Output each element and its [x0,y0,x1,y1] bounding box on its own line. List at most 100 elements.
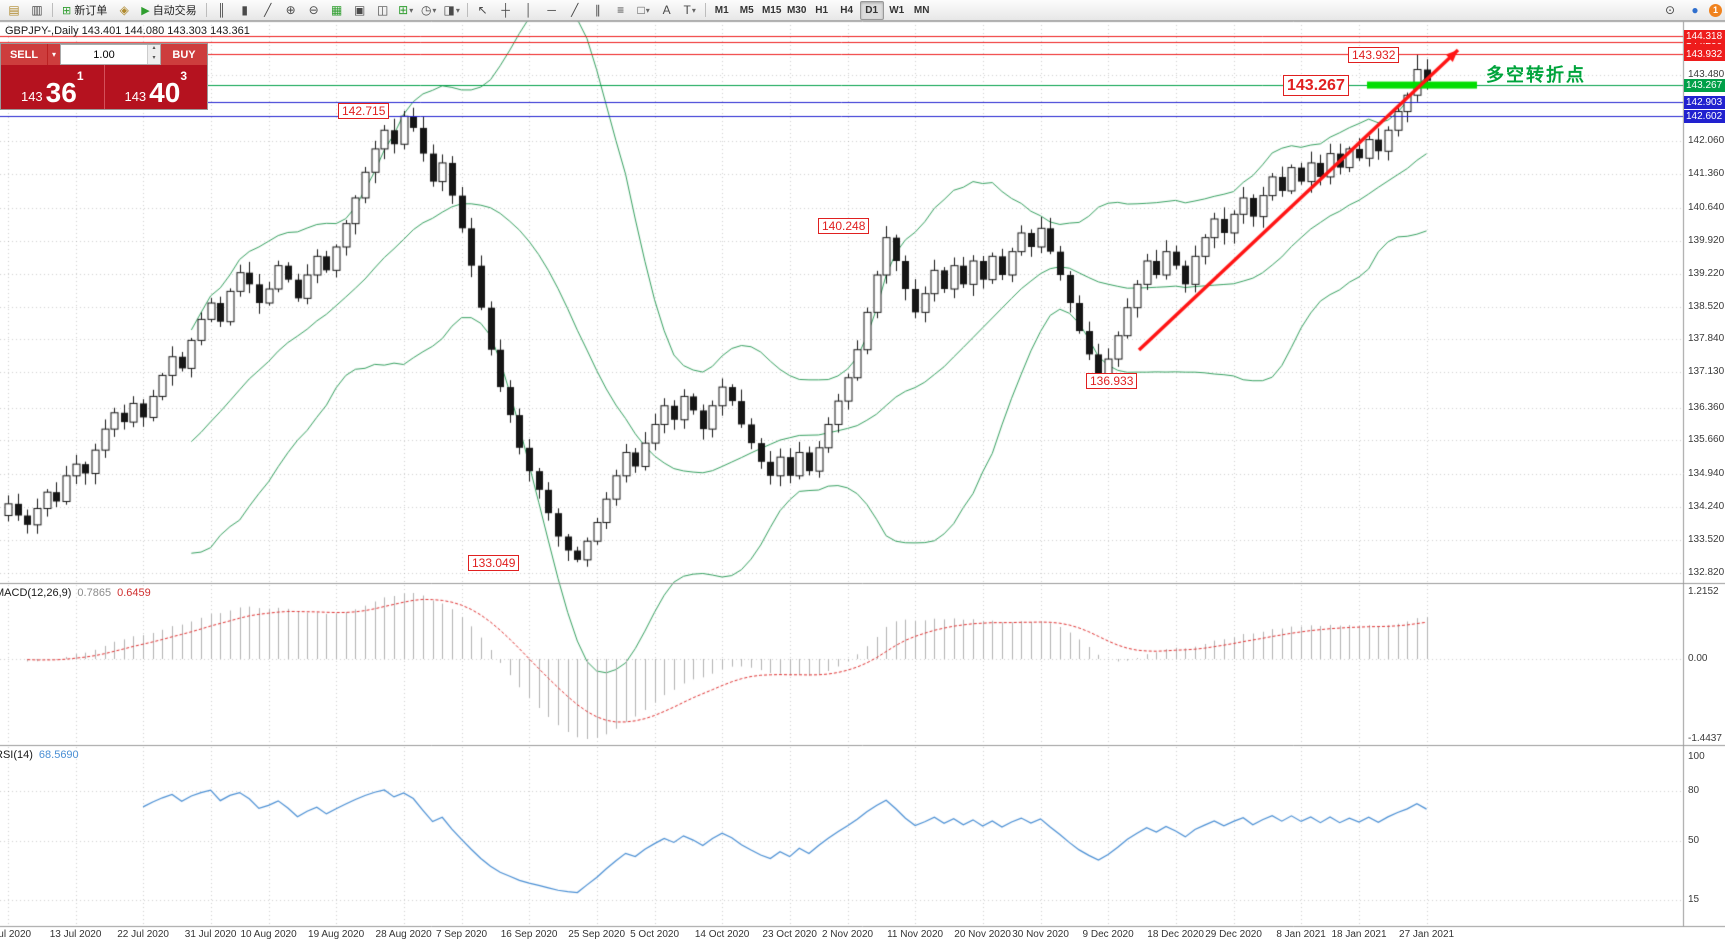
time-axis-label: 18 Jan 2021 [1331,929,1387,940]
timeframe-d1[interactable]: D1 [859,0,884,20]
price-annotation-143932[interactable]: 143.932 [1348,47,1400,63]
time-axis-label: 19 Aug 2020 [308,929,365,940]
bar-chart-icon[interactable]: ║ [217,3,226,17]
terminal-icon[interactable]: ▤ [8,3,20,17]
new-order-button[interactable]: ⊞ 新订单 [62,4,108,18]
macd-panel-label: MACD(12,26,9) 0.7865 0.6459 [0,587,151,599]
timeframe-mn[interactable]: MN [913,4,930,16]
price-axis-tick: 137.130 [1688,365,1725,377]
main-toolbar: ▤ ▥ ⊞ 新订单 ◈ ▶ 自动交易 ║ ▮ ╱ ⊕ ⊖ ▦ ▣ ◫ ⊞ ▾ ◷ ▾ ◨ ▾ ↖ ┼ │ ─ ╱ ∥ ≡ □ ▾ A T ▾ M1… [0,0,1725,21]
chart-shift-icon[interactable]: ◨ ▾ [443,3,460,17]
tile-windows-icon[interactable]: ▦ [331,3,343,17]
time-axis-label: 31 Jul 2020 [184,929,237,940]
rsi-value: 68.5690 [38,749,79,761]
new-chart-icon[interactable]: ⊞ ▾ [398,3,414,17]
timeframe-m5[interactable]: M5 [739,4,754,16]
expert-advisors-icon[interactable]: ◈ [119,3,129,17]
sell-price-prefix: 143 [20,89,43,104]
time-axis-label: 5 Oct 2020 [630,929,680,940]
horizontal-line-icon[interactable]: ─ [547,3,556,17]
arrange-windows-icon[interactable]: ▣ [354,3,366,17]
price-axis-marker: 142.903 [1684,95,1725,109]
buy-button[interactable]: BUY [161,44,207,65]
rsi-label: RSI(14) [0,749,33,761]
price-axis-tick: 136.360 [1688,401,1725,413]
time-axis-label: 2 Jul 2020 [0,929,32,940]
time-axis-label: 2 Nov 2020 [821,929,874,940]
search-icon[interactable]: ⊙ [1664,3,1676,17]
notifications-badge[interactable]: 1 [1709,3,1722,17]
zoom-in-icon[interactable]: ⊕ [285,3,296,17]
rsi-axis-tick: 50 [1688,835,1700,846]
arrows-icon-dropdown[interactable]: ▾ [691,5,696,15]
price-annotation-136933[interactable]: 136.933 [1086,373,1138,389]
price-annotation-142715[interactable]: 142.715 [338,103,390,119]
cursor-icon[interactable]: ↖ [477,3,488,17]
volume-input[interactable] [61,45,147,64]
turning-point-note[interactable]: 多空转折点 [1486,65,1586,85]
line-chart-icon[interactable]: ╱ [264,3,272,17]
time-axis-label: 13 Jul 2020 [49,929,102,940]
timeframe-m15[interactable]: M15 [761,4,782,16]
macd-signal-value: 0.6459 [117,587,151,599]
rsi-axis-tick: 80 [1688,784,1700,796]
zoom-out-icon[interactable]: ⊖ [308,3,319,17]
rsi-axis-tick: 100 [1688,751,1705,762]
time-axis-label: 27 Jan 2021 [1399,929,1455,940]
sell-dropdown[interactable]: ▾ [47,44,60,65]
timeframe-w1[interactable]: W1 [889,4,905,16]
vertical-line-icon[interactable]: │ [524,3,533,17]
toolbar-separator [466,3,468,17]
sell-price-big: 36 [45,77,77,109]
volume-up-icon[interactable]: ▴ [148,45,160,55]
channel-icon[interactable]: ∥ [594,3,601,17]
buy-price-button[interactable]: 143 40 3 [103,65,208,109]
sell-price-button[interactable]: 143 36 1 [1,65,104,109]
tile-vertical-icon[interactable]: ◫ [377,3,389,17]
shapes-icon[interactable]: □ ▾ [637,3,650,17]
macd-axis-tick: 1.2152 [1688,586,1719,597]
price-axis-marker: 143.267 [1684,78,1725,92]
price-annotation-133049[interactable]: 133.049 [468,555,520,571]
rsi-axis-tick: 15 [1688,893,1700,905]
periods-icon-dropdown[interactable]: ▾ [432,5,437,15]
shapes-icon-dropdown[interactable]: ▾ [645,5,650,15]
chart-shift-icon-dropdown[interactable]: ▾ [455,5,460,15]
price-axis-tick: 138.520 [1688,300,1725,312]
price-annotation-143267[interactable]: 143.267 [1283,75,1349,96]
price-axis-marker: 143.932 [1684,47,1725,61]
trendline-icon[interactable]: ╱ [571,3,579,17]
time-axis-label: 28 Aug 2020 [375,929,432,940]
connection-status-icon[interactable]: ● [1691,3,1699,17]
volume-field: ▴ ▾ [60,44,161,65]
time-axis-label: 10 Aug 2020 [240,929,297,940]
candlestick-chart-icon[interactable]: ▮ [241,3,248,17]
buy-price-big: 40 [149,77,181,109]
periods-icon[interactable]: ◷ ▾ [420,3,437,17]
fibonacci-icon[interactable]: ≡ [617,3,625,17]
timeframe-m30[interactable]: M30 [786,4,807,16]
crosshair-icon[interactable]: ┼ [501,3,510,17]
text-icon[interactable]: A [662,3,671,17]
market-watch-icon[interactable]: ▥ [31,3,43,17]
time-axis-label: 25 Sep 2020 [568,929,625,940]
price-axis-marker: 144.318 [1684,29,1725,43]
volume-down-icon[interactable]: ▾ [148,54,160,64]
new-chart-icon-dropdown[interactable]: ▾ [409,5,414,15]
time-axis-label: 14 Oct 2020 [694,929,750,940]
time-axis-label: 11 Nov 2020 [887,929,944,940]
price-axis-tick: 132.820 [1688,566,1725,578]
sell-button[interactable]: SELL [1,44,47,65]
price-axis-tick: 142.060 [1688,135,1725,147]
price-annotation-140248[interactable]: 140.248 [818,218,870,234]
timeframe-h4[interactable]: H4 [840,4,854,16]
price-axis-tick: 143.480 [1688,69,1725,81]
timeframe-h1[interactable]: H1 [815,4,829,16]
arrows-icon[interactable]: T ▾ [683,3,696,17]
autotrading-button[interactable]: ▶ 自动交易 [141,4,197,18]
timeframe-m1[interactable]: M1 [714,4,729,16]
autotrading-play-icon: ▶ [141,4,150,17]
